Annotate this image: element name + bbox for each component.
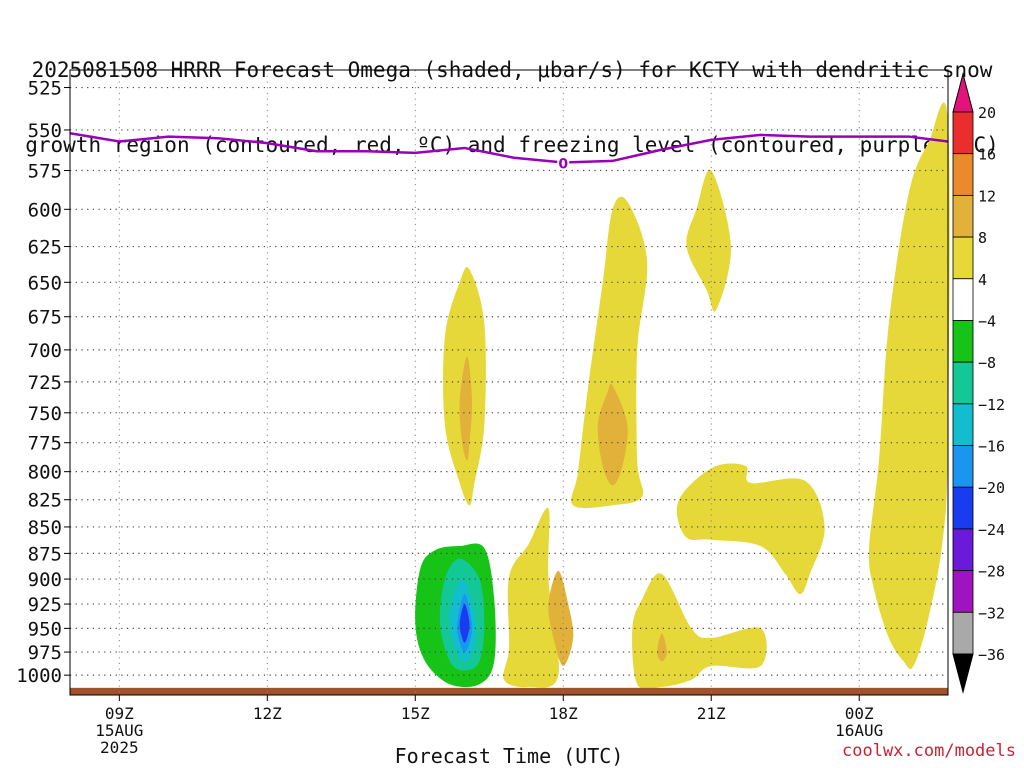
x-tick-label: 09Z [105,704,134,723]
y-tick-label: 950 [28,618,62,640]
y-tick-label: 850 [28,517,62,539]
colorbar-label: 16 [978,146,996,164]
y-tick-label: 575 [28,160,62,182]
omega-region-2 [571,196,648,509]
colorbar-box [952,611,974,655]
omega-region-9 [632,573,767,690]
x-tick-label: 16AUG [835,721,883,740]
colorbar-label: −16 [978,438,1005,456]
colorbar-box [952,194,974,238]
colorbar-box [952,403,974,446]
colorbar-label: −36 [978,646,1005,664]
y-tick-label: 925 [28,594,62,616]
colorbar-label: −28 [978,563,1005,581]
colorbar-label: −24 [978,521,1005,539]
omega-region-15 [459,604,470,643]
omega-region-7 [503,507,559,688]
y-tick-label: 825 [28,490,62,512]
omega-shading-layer [415,102,950,690]
colorbar-label: −32 [978,604,1005,622]
y-axis-ticks: 525 550 575 600 625 650 675 700 725 750 775 800 825 8… [16,78,70,687]
x-tick-label: 00Z [845,704,874,723]
colorbar-label: −4 [978,312,996,330]
omega-region-6 [676,463,825,595]
colorbar-label: 20 [978,104,996,122]
colorbar: 20 16 12 8 4 −4 −8 −12 −16 −20 −24 −28 −32 −36 [952,72,1005,694]
freezing-level-label: 0 [558,157,568,173]
colorbar-box [952,570,974,613]
omega-region-8 [548,570,574,666]
freezing-level-line [69,132,949,164]
colorbar-label: −12 [978,396,1005,414]
colorbar-box [952,153,974,196]
x-tick-label: 15Z [401,704,430,723]
colorbar-label: −8 [978,354,996,372]
ground-layer [70,687,948,695]
omega-region-1 [459,356,473,461]
watermark: coolwx.com/models [842,741,1016,761]
grid-layer [70,70,948,695]
y-tick-label: 750 [28,403,62,425]
y-tick-label: 650 [28,272,62,294]
x-tick-label: 2025 [100,738,139,757]
y-tick-label: 1000 [16,665,62,687]
freezing-level-layer: 0 [69,132,949,173]
colorbar-label: −20 [978,479,1005,497]
y-tick-label: 700 [28,340,62,362]
y-tick-label: 875 [28,543,62,565]
y-tick-label: 975 [28,642,62,664]
colorbar-box [952,486,974,530]
y-tick-label: 775 [28,433,62,455]
colorbar-label: 8 [978,229,987,247]
omega-region-4 [686,169,732,312]
colorbar-top-triangle [952,72,974,113]
x-axis-label: Forecast Time (UTC) [394,744,624,768]
y-tick-label: 600 [28,199,62,221]
y-tick-label: 525 [28,78,62,100]
x-tick-label: 21Z [697,704,726,723]
colorbar-box [952,528,974,572]
x-tick-label: 15AUG [95,721,143,740]
colorbar-bottom-triangle [952,653,974,694]
colorbar-box [952,361,974,405]
colorbar-box [952,320,974,363]
plot-frame [69,69,949,696]
y-tick-label: 675 [28,307,62,329]
colorbar-label: 12 [978,187,996,205]
colorbar-label: 4 [978,271,987,289]
colorbar-box [952,445,974,488]
y-tick-label: 800 [28,462,62,484]
omega-region-3 [597,383,628,486]
omega-region-10 [656,633,667,662]
colorbar-box [952,111,974,155]
y-tick-label: 550 [28,120,62,142]
y-tick-label: 900 [28,569,62,591]
y-tick-label: 725 [28,372,62,394]
x-tick-label: 12Z [253,704,282,723]
colorbar-box [952,278,974,321]
x-tick-label: 18Z [549,704,578,723]
omega-region-5 [868,102,950,670]
colorbar-box [952,236,974,280]
freezing-level-label-bg [557,155,570,170]
y-tick-label: 625 [28,237,62,259]
ground-strip [70,687,948,695]
